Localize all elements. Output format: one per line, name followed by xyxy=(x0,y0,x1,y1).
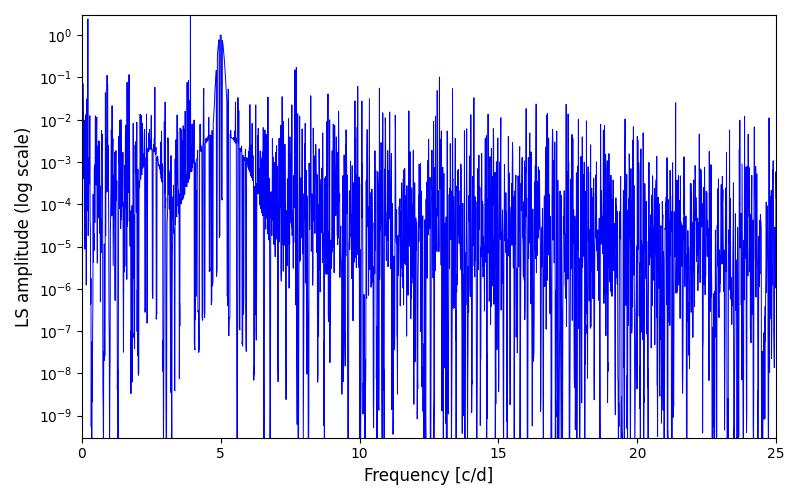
X-axis label: Frequency [c/d]: Frequency [c/d] xyxy=(364,467,494,485)
Y-axis label: LS amplitude (log scale): LS amplitude (log scale) xyxy=(15,126,33,326)
